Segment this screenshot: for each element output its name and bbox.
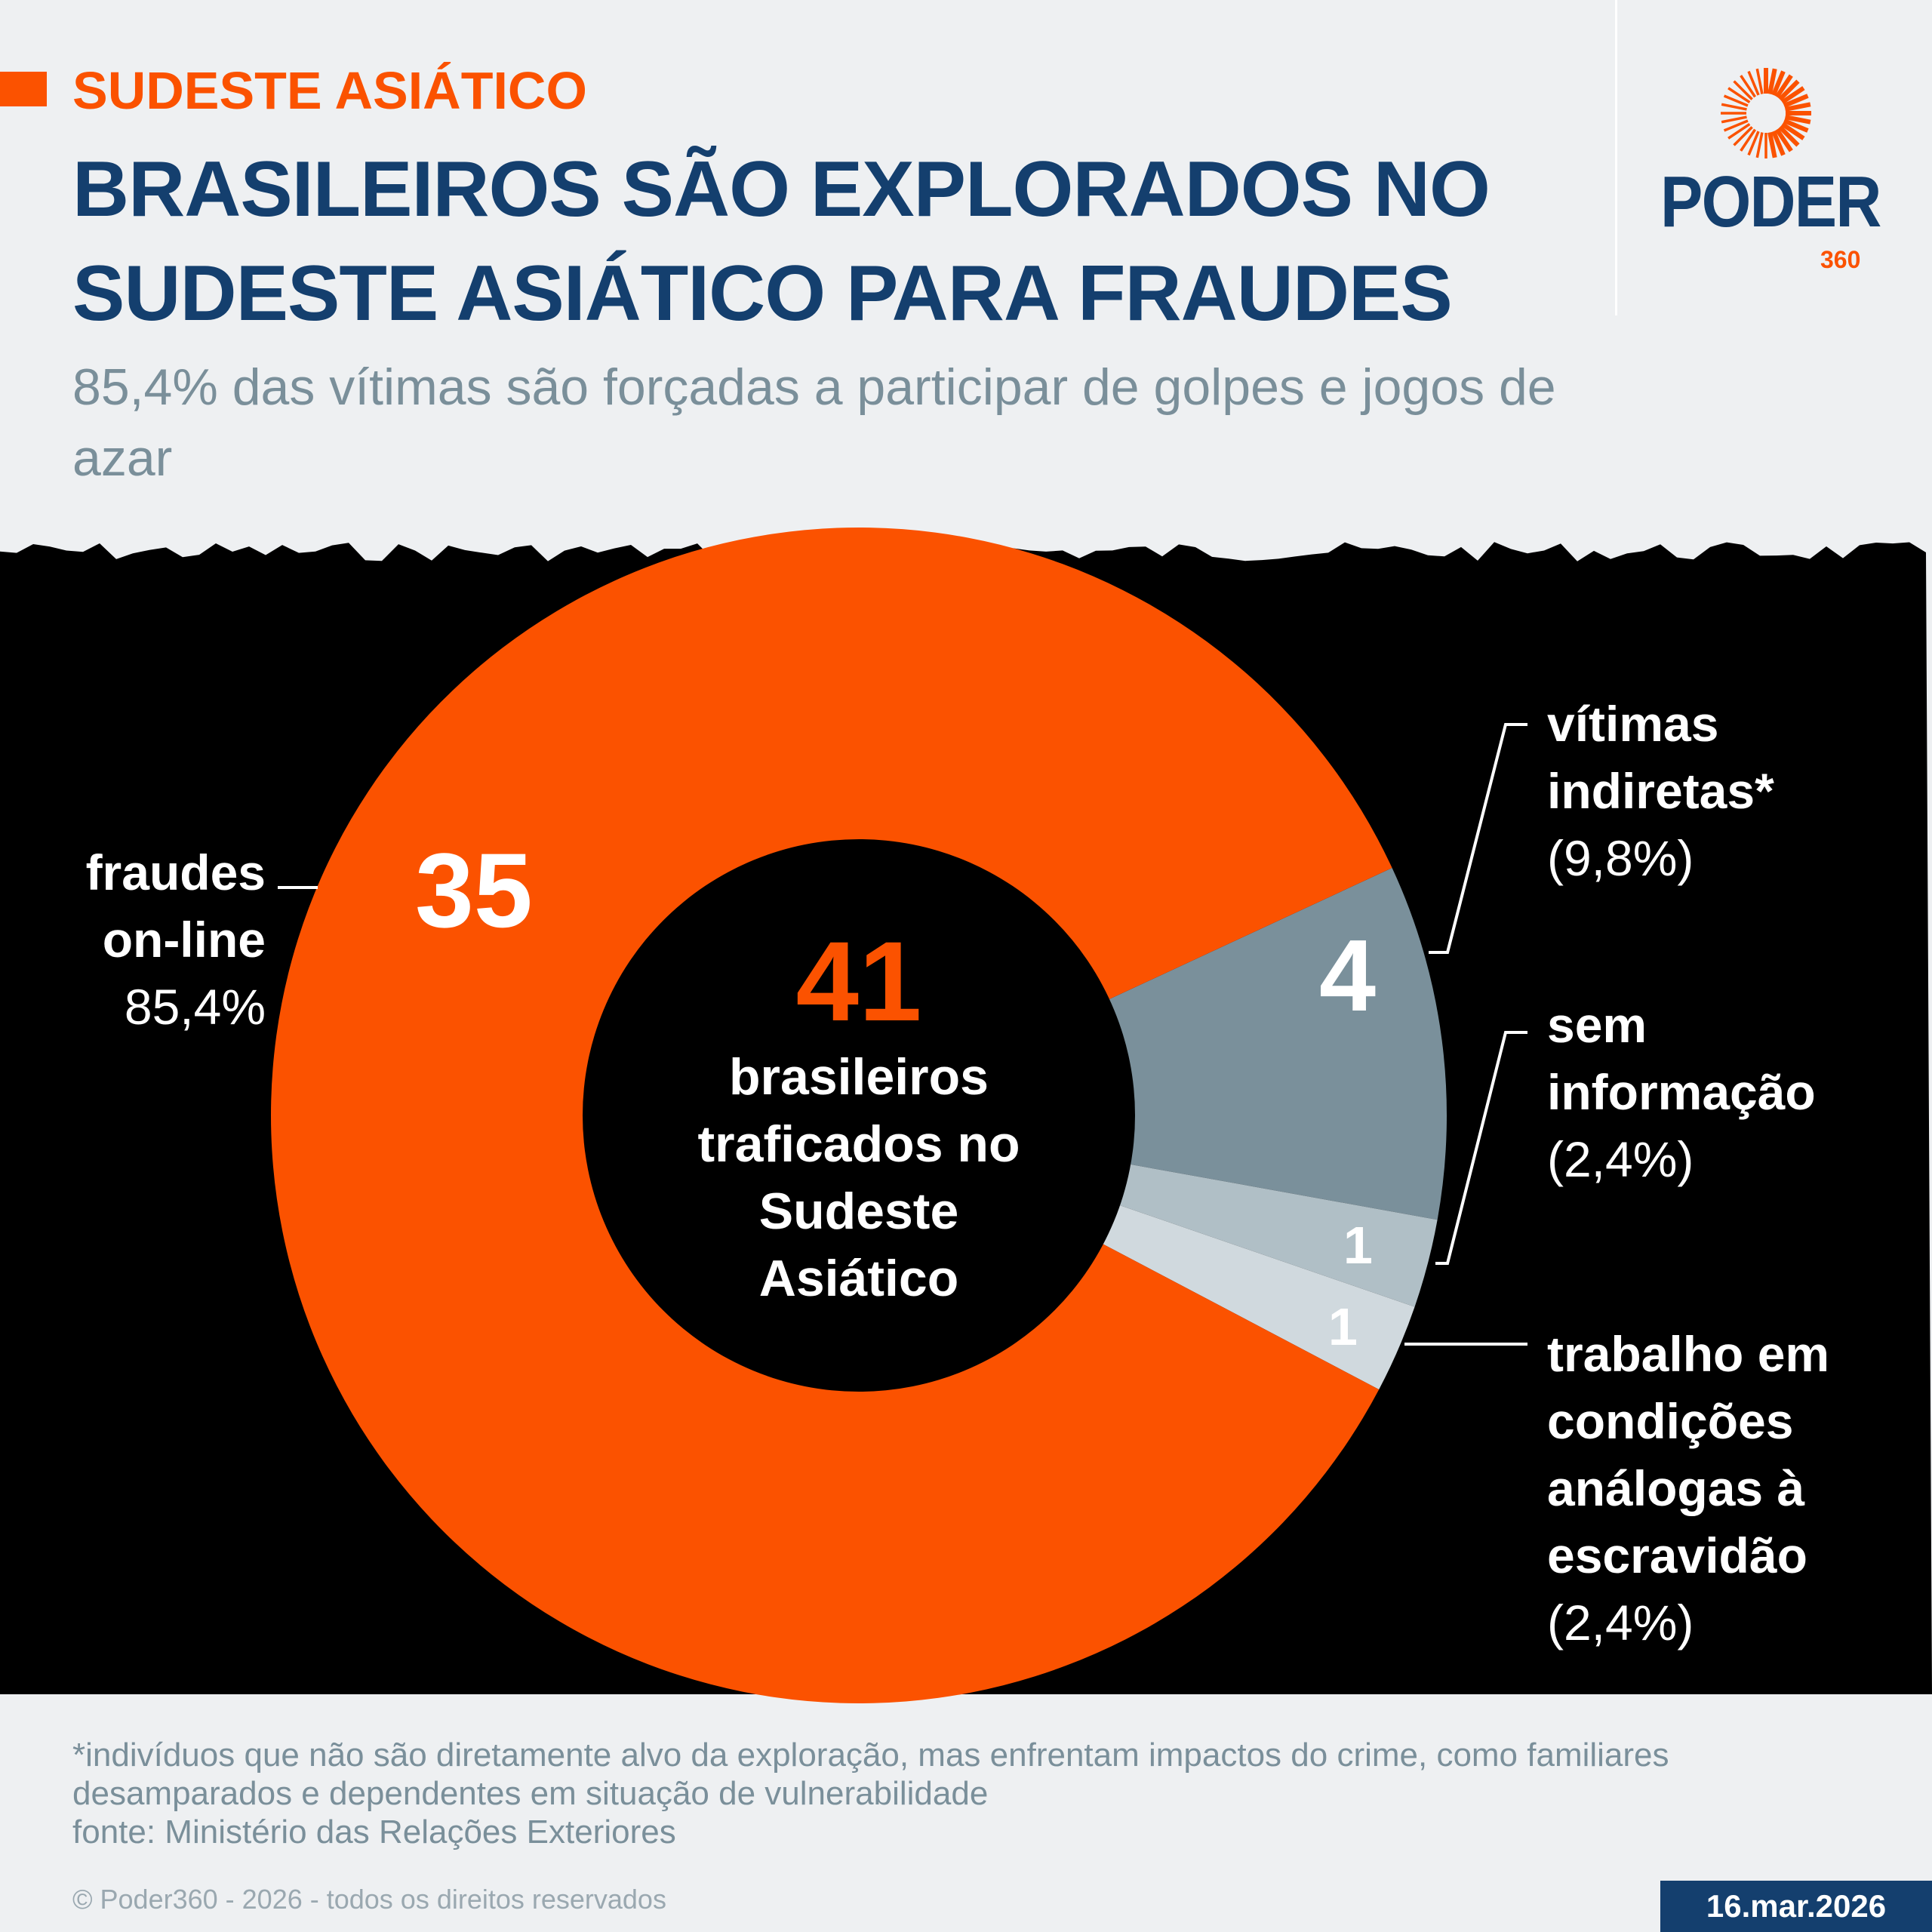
logo-word: PODER [1660, 162, 1881, 242]
value-label-fraudes: 35 [415, 831, 533, 949]
copyright: © Poder360 - 2026 - todos os direitos re… [72, 1884, 666, 1915]
label-line: vítimas [1547, 696, 1719, 752]
sun-ray [1778, 125, 1800, 147]
logo-number: 360 [1820, 246, 1861, 273]
label-line: condições [1547, 1393, 1794, 1449]
sun-ray [1784, 102, 1811, 112]
value-label-sem-informacao: 1 [1343, 1216, 1373, 1275]
label-vitimas: vítimas indiretas* (9,8%) [1547, 691, 1774, 892]
subtitle: 85,4% das vítimas são forçadas a partici… [72, 358, 1556, 487]
sun-icon [1721, 68, 1811, 158]
sun-ray [1727, 122, 1751, 140]
sun-ray [1721, 115, 1747, 124]
value-label-vitimas: 4 [1319, 918, 1377, 1032]
sun-ray [1723, 119, 1749, 132]
source: fonte: Ministério das Relações Exteriore… [72, 1814, 676, 1850]
sun-ray [1771, 70, 1786, 97]
sun-ray [1774, 74, 1793, 99]
sun-ray [1783, 118, 1809, 133]
label-sem-informacao: sem informação (2,4%) [1547, 992, 1816, 1193]
label-fraudes: fraudes on-line 85,4% [30, 839, 266, 1041]
value-label-trabalho: 1 [1328, 1297, 1358, 1356]
sun-ray [1733, 126, 1753, 146]
sun-ray [1767, 68, 1777, 95]
label-line: trabalho em [1547, 1326, 1830, 1382]
label-line: sem [1547, 997, 1647, 1053]
donut-hole [583, 839, 1135, 1392]
leader-line-vitimas [1429, 723, 1527, 954]
kicker: SUDESTE ASIÁTICO [72, 61, 587, 120]
sun-ray [1733, 80, 1753, 100]
sun-ray [1784, 115, 1811, 125]
sun-ray [1740, 75, 1757, 98]
label-percent: 85,4% [124, 979, 266, 1035]
label-percent: (2,4%) [1547, 1595, 1694, 1651]
sun-ray [1774, 128, 1793, 152]
label-line: indiretas* [1547, 763, 1774, 819]
sun-ray [1755, 68, 1764, 94]
footer-notes: *indivíduos que não são diretamente alvo… [72, 1736, 1884, 1851]
sun-ray [1747, 131, 1760, 156]
label-line: fraudes [85, 844, 266, 900]
poder360-logo: PODER 360 [1653, 68, 1881, 287]
leader-line-sem-informacao [1435, 1031, 1527, 1265]
label-line: escravidão [1547, 1527, 1807, 1583]
page-title: BRASILEIROS SÃO EXPLORADOS NO SUDESTE AS… [72, 146, 1491, 337]
date-badge: 16.mar.2026 [1660, 1881, 1932, 1932]
sun-ray [1740, 128, 1757, 152]
label-percent: (2,4%) [1547, 1131, 1694, 1187]
sun-ray [1727, 87, 1751, 104]
sun-ray [1771, 130, 1786, 156]
label-line: informação [1547, 1064, 1816, 1120]
total-value: 41 [795, 918, 922, 1044]
kicker-marker [0, 72, 47, 106]
sun-ray [1767, 131, 1777, 158]
center-total: 41 brasileiros traficados no Sudeste Asi… [670, 924, 1048, 1312]
sun-ray [1747, 70, 1760, 96]
divider [1615, 0, 1617, 315]
label-trabalho: trabalho em condições análogas à escravi… [1547, 1321, 1829, 1657]
label-line: análogas à [1547, 1460, 1805, 1516]
label-percent: (9,8%) [1547, 830, 1694, 886]
sun-ray [1783, 94, 1809, 108]
sun-ray [1780, 86, 1805, 105]
footnote: *indivíduos que não são diretamente alvo… [72, 1737, 1669, 1812]
sun-ray [1778, 79, 1800, 101]
headline-block: BRASILEIROS SÃO EXPLORADOS NO SUDESTE AS… [72, 137, 1650, 494]
label-line: on-line [102, 912, 266, 968]
sun-ray [1723, 94, 1749, 107]
total-label: brasileiros traficados no Sudeste Asiáti… [697, 1048, 1020, 1307]
sun-ray [1755, 132, 1764, 158]
sun-ray [1721, 103, 1747, 111]
sun-ray [1780, 122, 1805, 140]
